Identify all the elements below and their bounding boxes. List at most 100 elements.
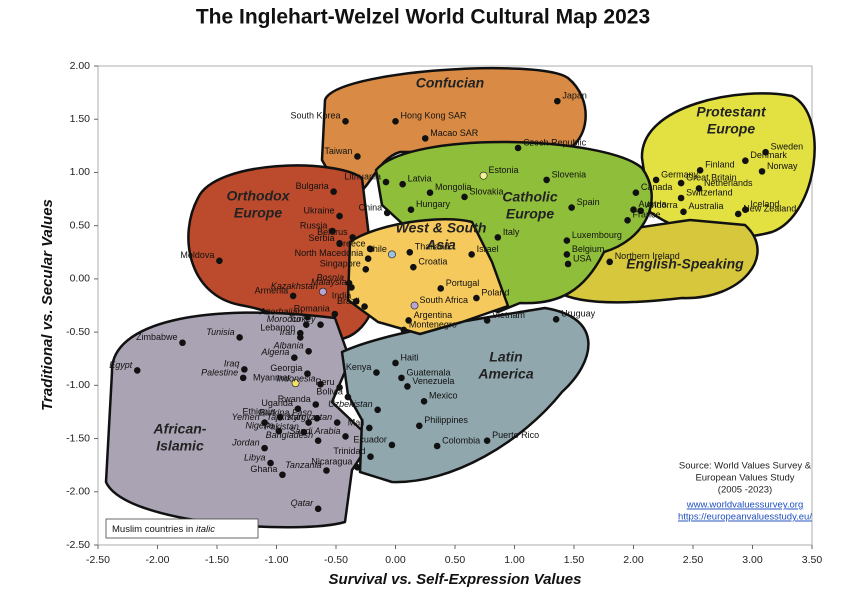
country-label: Tajikistan — [266, 412, 303, 422]
y-tick-label: -2.50 — [66, 539, 90, 551]
region-label: Europe — [506, 206, 554, 222]
country-label: USA — [573, 253, 592, 263]
country-point — [762, 148, 769, 156]
country-point — [239, 374, 247, 382]
country-point — [276, 413, 284, 421]
regions — [104, 66, 816, 529]
country-point — [329, 227, 336, 235]
region-label: English-Speaking — [626, 256, 744, 272]
country-point — [279, 471, 286, 479]
country-label: Iceland — [750, 199, 779, 209]
source-link[interactable]: www.worldvaluessurvey.org — [686, 500, 804, 511]
country-label: Georgia — [270, 363, 302, 373]
country-label: Ecuador — [353, 434, 387, 444]
country-point — [304, 370, 311, 377]
country-label: Zimbabwe — [136, 332, 178, 342]
country-label: Mongolia — [435, 182, 472, 192]
country-point — [330, 188, 337, 195]
country-point — [179, 339, 186, 347]
country-point — [336, 240, 343, 248]
country-point — [392, 359, 399, 367]
country-point — [695, 185, 703, 192]
country-point — [291, 354, 298, 361]
country-point — [677, 194, 685, 202]
country-point — [479, 171, 488, 180]
country-point — [261, 444, 268, 452]
region-label: Catholic — [502, 189, 557, 205]
y-tick-label: -2.00 — [66, 486, 90, 498]
country-point — [133, 367, 141, 374]
country-label: Italy — [503, 227, 520, 237]
country-label: North Macedonia — [295, 248, 364, 258]
country-label: Algeria — [260, 347, 289, 357]
country-point — [313, 415, 321, 422]
country-label: Poland — [481, 287, 509, 297]
country-point — [352, 297, 360, 305]
country-point — [364, 255, 372, 262]
note: Muslim countries in italic — [112, 524, 215, 535]
country-point — [433, 442, 441, 450]
source-line: (2005 -2023) — [718, 485, 772, 496]
x-tick-label: -1.00 — [265, 554, 289, 566]
country-label: Russia — [300, 220, 328, 230]
country-point — [606, 258, 614, 266]
country-label: Mexico — [429, 391, 458, 401]
country-point — [267, 459, 274, 467]
country-point — [399, 180, 406, 188]
country-point — [388, 250, 396, 259]
x-tick-label: 2.50 — [683, 554, 704, 566]
country-label: Kazakhstan — [271, 281, 318, 291]
x-tick-label: 1.00 — [504, 554, 525, 566]
country-point — [373, 369, 380, 376]
country-point — [216, 257, 223, 265]
country-label: Saudi Arabia — [289, 426, 340, 436]
x-tick-label: 2.00 — [623, 554, 644, 566]
country-label: Burkina Faso — [259, 408, 312, 418]
country-point — [349, 234, 356, 241]
source: Source: World Values Survey &European Va… — [678, 461, 812, 523]
country-label: Turkey — [289, 314, 316, 324]
country-label: Bolivia — [316, 386, 343, 396]
country-point — [630, 206, 637, 213]
country-label: Serbia — [309, 233, 335, 243]
country-label: Macao SAR — [430, 128, 479, 138]
country-point — [367, 453, 374, 460]
country-point — [291, 379, 300, 388]
x-tick-label: -2.00 — [146, 554, 170, 566]
country-label: Latvia — [408, 174, 432, 184]
y-axis-title: Traditional vs. Secular Values — [39, 199, 56, 411]
y-tick-label: 0.00 — [70, 273, 91, 285]
region-label: Protestant — [696, 104, 767, 120]
x-tick-label: -2.50 — [86, 554, 110, 566]
country-point — [302, 321, 310, 328]
region-label: Islamic — [156, 438, 204, 454]
country-label: Uruguay — [561, 309, 596, 319]
country-label: Northern Ireland — [615, 251, 680, 261]
country-label: Peru — [316, 377, 335, 387]
country-label: Japan — [562, 91, 587, 101]
country-point — [552, 316, 560, 323]
source-link[interactable]: https://europeanvaluesstudy.eu/ — [678, 512, 812, 523]
y-tick-label: 0.50 — [70, 219, 91, 231]
country-point — [568, 204, 575, 211]
country-label: Switzerland — [686, 187, 733, 197]
country-label: Lebanon — [260, 323, 295, 333]
x-tick-label: -0.50 — [324, 554, 348, 566]
country-point — [275, 427, 283, 435]
country-point — [677, 179, 685, 187]
region-shape — [320, 66, 587, 198]
country-point — [405, 317, 412, 324]
country-label: Canada — [641, 182, 673, 192]
country-point — [317, 380, 324, 388]
country-label: Jordan — [231, 438, 260, 448]
region-label: Orthodox — [227, 188, 291, 204]
country-label: Brazil — [337, 296, 360, 306]
country-point — [494, 234, 502, 241]
country-label: Germany — [661, 169, 699, 179]
country-label: Thailand — [415, 242, 450, 252]
country-label: Spain — [577, 197, 600, 207]
country-point — [406, 248, 414, 256]
country-point — [680, 208, 687, 216]
country-label: Uzbekistan — [328, 399, 373, 409]
